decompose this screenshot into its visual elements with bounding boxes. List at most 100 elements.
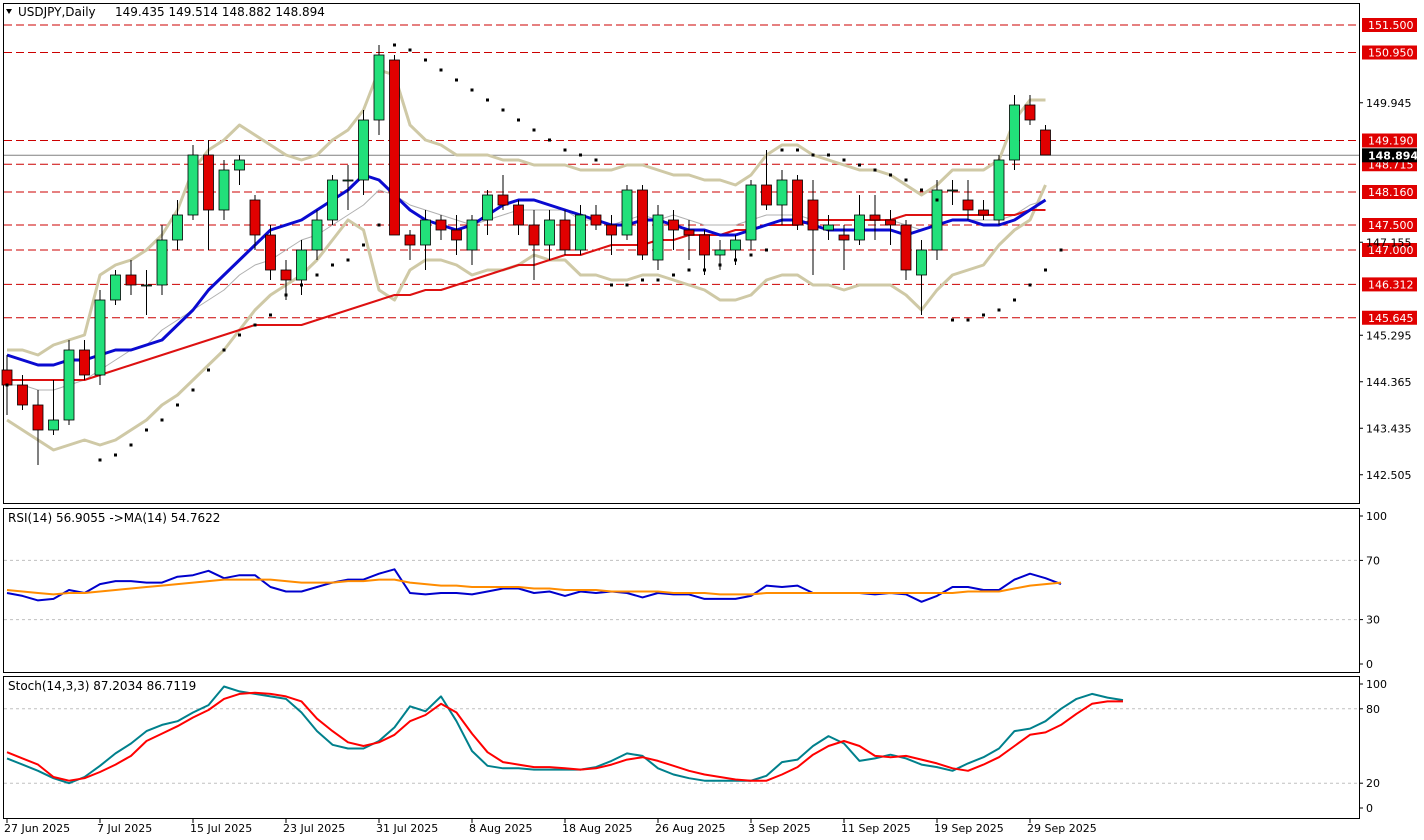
sar-dot — [191, 388, 195, 392]
candle-body-bull — [327, 179, 338, 221]
time-tick-label-9: 11 Sep 2025 — [841, 822, 911, 835]
price-tick-label-4: 143.435 — [1366, 422, 1412, 435]
candle — [931, 180, 943, 260]
candle — [389, 55, 400, 236]
ohlc-readout: 149.435 149.514 148.882 148.894 — [115, 5, 325, 19]
level-tag-label-4: 148.160 — [1368, 186, 1414, 199]
sar-dot — [765, 248, 768, 252]
candle-body-bear — [389, 59, 400, 236]
candle — [497, 175, 509, 210]
candle — [94, 290, 106, 385]
symbol-label: USDJPY,Daily — [18, 5, 96, 19]
sar-dot — [207, 368, 210, 372]
candle-body-bull — [854, 214, 865, 241]
current-price-tag — [1362, 148, 1417, 163]
stoch-panel-frame — [3, 676, 1360, 819]
sar-dot — [1028, 283, 1032, 287]
sar-dot — [300, 283, 303, 287]
candle — [761, 150, 772, 210]
candle — [280, 260, 292, 300]
current-price-label: 148.894 — [1368, 149, 1418, 162]
candle-body-bull — [575, 214, 586, 251]
collapse-triangle-icon[interactable] — [6, 9, 12, 14]
level-tag-8 — [1362, 310, 1417, 325]
ma-blue-line — [6, 173, 1047, 367]
time-tick-label-11: 29 Sep 2025 — [1027, 822, 1097, 835]
sar-dot — [734, 258, 737, 262]
bollinger-lower-line — [6, 184, 1047, 452]
candle — [962, 180, 974, 220]
stoch-tick-label-0: 100 — [1366, 678, 1387, 691]
candle-body-bull — [466, 219, 478, 251]
stoch-series-line-1 — [6, 691, 1123, 782]
parabolic-sar — [5, 43, 1063, 462]
sar-dot — [129, 443, 133, 447]
candle — [420, 210, 431, 270]
candle-body-bull — [544, 219, 555, 246]
candle — [482, 190, 493, 235]
candle-body-bull — [621, 189, 633, 236]
level-tag-0 — [1362, 18, 1417, 32]
sar-dot — [920, 188, 923, 192]
candle-body-bear — [497, 194, 509, 206]
rsi-header: RSI(14) 56.9055 ->MA(14) 54.7622 — [8, 511, 220, 525]
candle-body-bull — [730, 239, 741, 251]
candle-body-bull — [652, 214, 664, 261]
candle-body-bull — [482, 194, 493, 221]
candle-body-bull — [342, 179, 354, 182]
time-tick-label-1: 7 Jul 2025 — [97, 822, 152, 835]
price-panel-frame — [3, 3, 1360, 504]
time-tick-label-4: 31 Jul 2025 — [376, 822, 438, 835]
sar-dot — [579, 153, 582, 157]
candle — [699, 230, 710, 275]
candle-body-bull — [358, 119, 369, 181]
sar-dot — [439, 68, 443, 72]
level-tag-label-1: 150.950 — [1368, 47, 1414, 60]
price-axis: 149.945 147.155 145.295 144.365 143.435 142.5… — [1359, 97, 1412, 482]
candle-body-bull — [296, 249, 307, 281]
candle — [978, 200, 989, 220]
level-tag-label-2: 149.190 — [1368, 135, 1414, 148]
candle — [559, 210, 571, 255]
sar-dot — [114, 453, 117, 457]
sar-dot — [501, 108, 505, 112]
price-levels: 151.500150.950149.190148.715148.160147.5… — [4, 18, 1418, 325]
candle — [947, 180, 958, 205]
candle-body-bull — [714, 249, 726, 256]
sar-dot — [749, 253, 753, 257]
candle — [17, 375, 28, 410]
candle — [838, 225, 850, 270]
candle — [745, 180, 757, 250]
level-tag-5 — [1362, 218, 1417, 232]
sar-dot — [1013, 298, 1016, 302]
sar-dot — [346, 258, 350, 262]
sar-dot — [1059, 248, 1063, 252]
candle — [1040, 125, 1051, 156]
sar-dot — [997, 308, 1001, 312]
candle-body-bull — [420, 219, 431, 246]
candles — [1, 45, 1051, 465]
candle-body-bear — [79, 349, 90, 376]
sar-dot — [858, 163, 861, 167]
candle-body-bear — [203, 154, 214, 211]
candle — [513, 200, 524, 235]
candle-body-bull — [156, 239, 168, 286]
candle — [110, 270, 121, 305]
sar-dot — [610, 283, 613, 287]
sar-dot — [377, 223, 381, 227]
sar-dot — [827, 153, 830, 157]
candle — [125, 260, 137, 295]
candle-body-bull — [187, 154, 199, 216]
rsi-tick-label-2: 30 — [1366, 614, 1380, 627]
candle-body-bear — [606, 224, 617, 236]
time-axis: 27 Jun 2025 7 Jul 2025 15 Jul 2025 23 Jul 2… — [4, 819, 1097, 835]
candle-body-bear — [978, 209, 989, 216]
candle-body-bear — [1024, 104, 1036, 121]
time-tick-label-6: 18 Aug 2025 — [562, 822, 632, 835]
price-tick-label-2: 145.295 — [1366, 329, 1412, 342]
candle-body-bear — [683, 229, 695, 236]
stoch-tick-label-2: 20 — [1366, 777, 1380, 790]
candle — [900, 220, 912, 280]
level-tag-4 — [1362, 185, 1417, 199]
stoch-series-line-0 — [6, 685, 1124, 785]
